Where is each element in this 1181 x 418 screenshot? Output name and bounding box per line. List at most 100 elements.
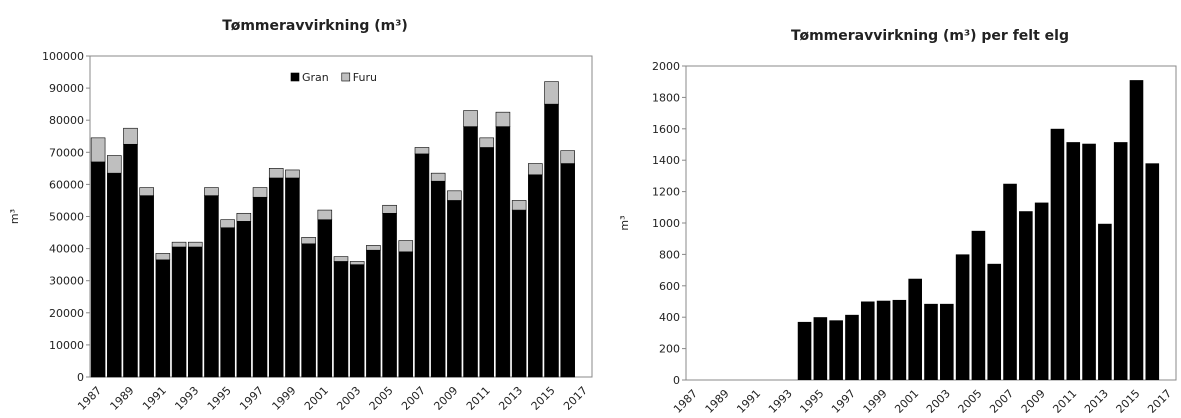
x-tick-label: 1993 <box>172 384 201 413</box>
bar <box>797 321 812 380</box>
y-tick-label: 0 <box>673 374 680 387</box>
x-tick-label: 1987 <box>75 384 104 413</box>
y-tick-label: 90000 <box>49 82 84 95</box>
x-tick-label: 1997 <box>237 384 266 413</box>
bar-segment <box>171 241 187 248</box>
bar <box>813 317 828 380</box>
y-tick-label: 50000 <box>49 211 84 224</box>
x-tick-label: 1999 <box>270 384 299 413</box>
bar-segment <box>447 200 462 378</box>
x-tick-label: 2003 <box>334 384 363 413</box>
x-tick-label: 2005 <box>956 387 985 416</box>
bar-segment <box>511 209 527 378</box>
x-tick-label: 2013 <box>496 384 525 413</box>
bar-segment <box>511 200 527 211</box>
bar-segment <box>220 219 235 229</box>
x-tick-label: 1987 <box>671 387 700 416</box>
bar-segment <box>528 174 543 378</box>
bar <box>892 299 907 380</box>
bar-segment <box>204 187 219 196</box>
bar <box>1145 163 1160 380</box>
bar-segment <box>463 126 478 378</box>
bar-segment <box>430 172 446 182</box>
bar-segment <box>447 190 462 201</box>
bar-segment <box>139 195 154 378</box>
bar <box>971 230 986 380</box>
x-tick-label: 1991 <box>140 384 169 413</box>
bar-segment <box>544 81 559 105</box>
bar <box>829 320 843 380</box>
bar-segment <box>495 111 511 127</box>
x-tick-label: 2017 <box>1145 387 1174 416</box>
bar-segment <box>495 126 511 378</box>
bar-segment <box>268 177 284 378</box>
x-tick-label: 2009 <box>431 384 460 413</box>
bar <box>908 278 922 380</box>
legend-label: Gran <box>302 71 329 84</box>
bar-segment <box>123 127 138 145</box>
x-tick-label: 1995 <box>797 387 826 416</box>
bar-segment <box>252 196 268 378</box>
bar-segment <box>285 177 300 378</box>
y-tick-label: 100000 <box>42 50 84 63</box>
x-tick-label: 1995 <box>205 384 234 413</box>
y-tick-label: 1800 <box>652 91 680 104</box>
y-tick-label: 80000 <box>49 114 84 127</box>
bar <box>987 263 1002 380</box>
bar-segment <box>155 253 171 261</box>
y-tick-label: 1400 <box>652 154 680 167</box>
bar-segment <box>333 256 349 262</box>
y-axis-label: m³ <box>618 215 631 230</box>
bar-segment <box>349 264 365 378</box>
bar-segment <box>560 150 575 164</box>
bar <box>1034 202 1049 380</box>
bar <box>955 254 970 380</box>
bar <box>924 303 938 380</box>
bar-segment <box>236 221 252 378</box>
y-tick-label: 1000 <box>652 217 680 230</box>
x-tick-label: 2007 <box>987 387 1016 416</box>
x-tick-label: 1999 <box>861 387 890 416</box>
bar <box>1129 80 1144 380</box>
y-tick-label: 200 <box>659 343 680 356</box>
bar-segment <box>252 187 268 198</box>
x-tick-label: 1993 <box>766 387 795 416</box>
y-tick-label: 1600 <box>652 123 680 136</box>
x-tick-label: 2017 <box>561 384 590 413</box>
x-tick-label: 2015 <box>1114 387 1143 416</box>
x-tick-label: 1989 <box>108 384 137 413</box>
bar-segment <box>301 243 316 378</box>
bar-segment <box>349 261 365 265</box>
x-tick-label: 2005 <box>367 384 396 413</box>
legend-swatch <box>290 72 300 82</box>
bar-segment <box>171 246 187 378</box>
y-axis-label: m³ <box>8 209 21 224</box>
x-tick-label: 2001 <box>302 384 331 413</box>
bar <box>1050 128 1065 380</box>
bar-segment <box>317 219 333 378</box>
x-tick-label: 2007 <box>399 384 428 413</box>
x-tick-label: 2013 <box>1082 387 1111 416</box>
bar-segment <box>479 147 495 378</box>
y-tick-label: 60000 <box>49 178 84 191</box>
bar <box>1098 223 1112 380</box>
bar-segment <box>236 212 252 222</box>
bar-segment <box>90 161 106 378</box>
y-tick-label: 70000 <box>49 146 84 159</box>
bar-segment <box>90 137 106 163</box>
bar-segment <box>398 240 414 253</box>
x-tick-label: 1991 <box>734 387 763 416</box>
x-tick-label: 2015 <box>529 384 558 413</box>
bar-segment <box>139 187 154 196</box>
bar-segment <box>268 168 284 179</box>
bar-segment <box>382 204 397 214</box>
bar <box>940 303 954 380</box>
chart-title: Tømmeravvirkning (m³) <box>222 18 408 34</box>
bar-segment <box>366 249 381 378</box>
bar-segment <box>317 209 333 221</box>
y-tick-label: 2000 <box>652 60 680 73</box>
bar-segment <box>479 137 495 148</box>
bar-segment <box>187 246 203 378</box>
chart-title: Tømmeravvirkning (m³) per felt elg <box>791 28 1069 44</box>
bar <box>1066 142 1081 380</box>
